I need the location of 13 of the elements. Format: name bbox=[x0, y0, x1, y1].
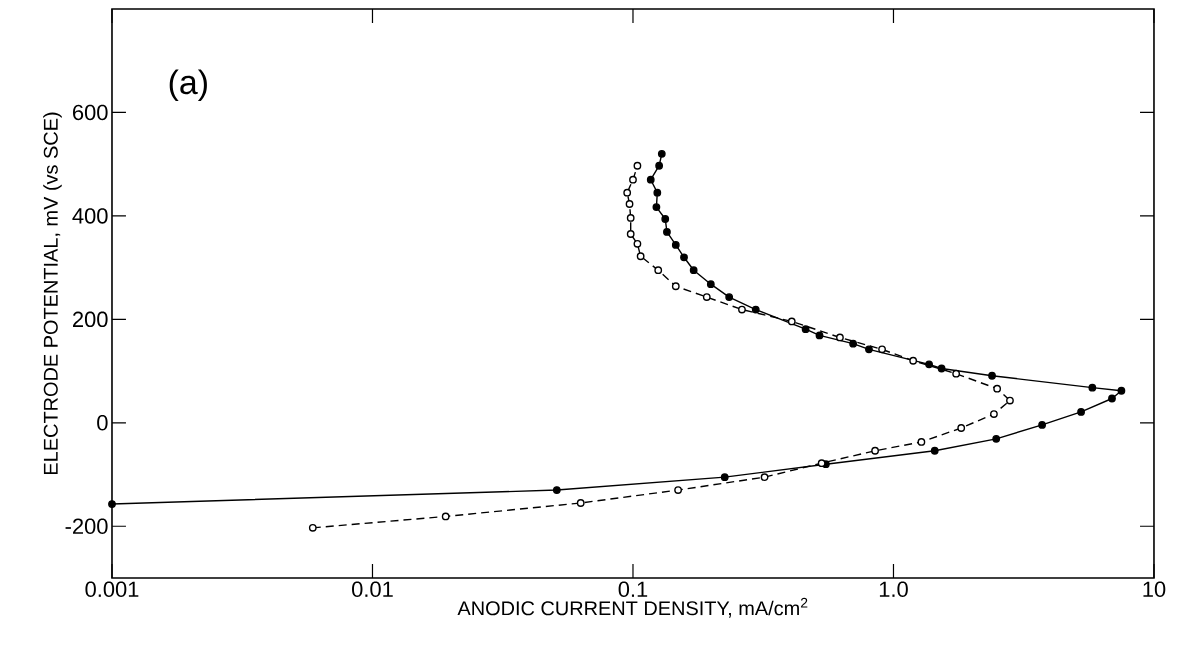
x-tick-label: 0.1 bbox=[618, 581, 648, 598]
x-axis-title: ANODIC CURRENT DENSITY, mA/cm$^{2}$ bbox=[457, 597, 808, 618]
x-tick-label: 0.01 bbox=[352, 581, 393, 598]
y-tick-label: 0 bbox=[97, 415, 108, 431]
annotation: (a) bbox=[169, 69, 207, 101]
y-tick-label: 600 bbox=[73, 104, 108, 121]
x-tick-label: 0.001 bbox=[85, 581, 139, 598]
y-axis-title: ELECTRODE POTENTIAL, mV (vs SCE) bbox=[43, 112, 62, 474]
x-tick-label: 1.0 bbox=[879, 581, 908, 598]
x-tick-label: 10 bbox=[1143, 581, 1166, 598]
y-tick-label: -200 bbox=[65, 518, 108, 535]
y-tick-label: 400 bbox=[72, 208, 108, 224]
y-tick-label: 200 bbox=[73, 311, 108, 328]
